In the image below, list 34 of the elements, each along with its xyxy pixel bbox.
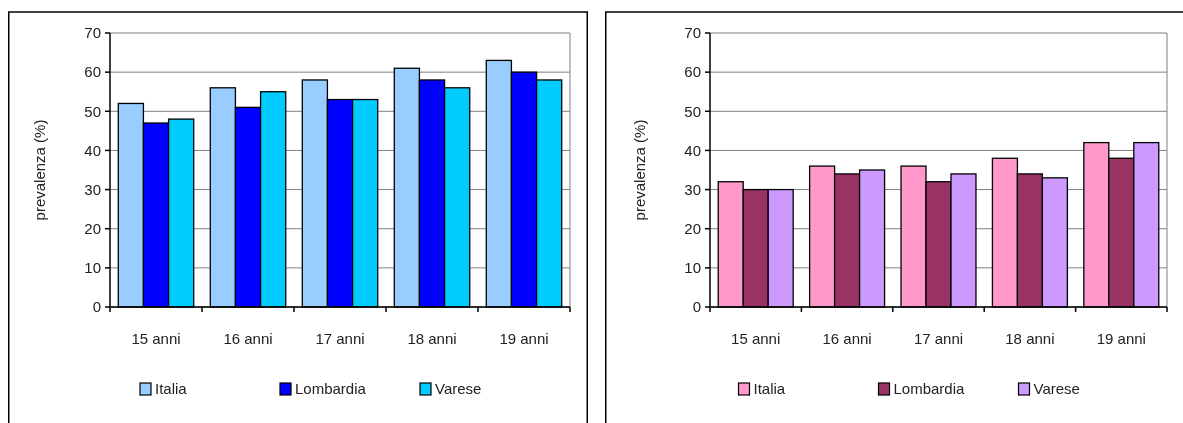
x-tick-label: 18 anni (1005, 330, 1055, 347)
y-tick-label: 60 (84, 63, 101, 81)
legend-label: Lombardia (893, 380, 966, 398)
legend-label: Lombardia (295, 380, 367, 398)
x-tick-label: 16 anni (822, 330, 872, 347)
legend-label: Varese (435, 380, 482, 398)
legend-label: Italia (753, 380, 786, 398)
y-tick-label: 70 (684, 24, 701, 42)
x-tick-label: 16 anni (223, 330, 273, 347)
y-tick-label: 40 (684, 141, 701, 159)
x-tick-label: 17 anni (315, 330, 365, 347)
x-tick-label: 18 anni (407, 330, 457, 347)
y-tick-label: 10 (684, 259, 701, 277)
y-tick-label: 20 (684, 219, 701, 237)
y-tick-label: 30 (84, 180, 101, 198)
y-tick-label: 60 (684, 63, 701, 81)
x-tick-label: 17 anni (913, 330, 964, 347)
y-axis-title: prevalenza (%) (631, 119, 649, 221)
legend-label: Italia (155, 380, 188, 398)
y-tick-label: 50 (84, 102, 101, 120)
y-tick-label: 30 (684, 180, 701, 198)
y-tick-label: 0 (692, 298, 701, 316)
legend-label: Varese (1033, 380, 1080, 398)
x-tick-label: 19 anni (1096, 330, 1146, 347)
y-tick-label: 20 (84, 219, 101, 237)
x-tick-label: 19 anni (499, 330, 549, 347)
y-axis-title: prevalenza (%) (31, 119, 49, 221)
x-tick-label: 15 anni (731, 330, 781, 347)
y-tick-label: 10 (84, 259, 101, 277)
y-tick-label: 0 (92, 298, 101, 316)
y-tick-label: 50 (684, 102, 701, 120)
y-tick-label: 40 (84, 141, 101, 159)
y-tick-label: 70 (84, 24, 101, 42)
x-tick-label: 15 anni (131, 330, 181, 347)
